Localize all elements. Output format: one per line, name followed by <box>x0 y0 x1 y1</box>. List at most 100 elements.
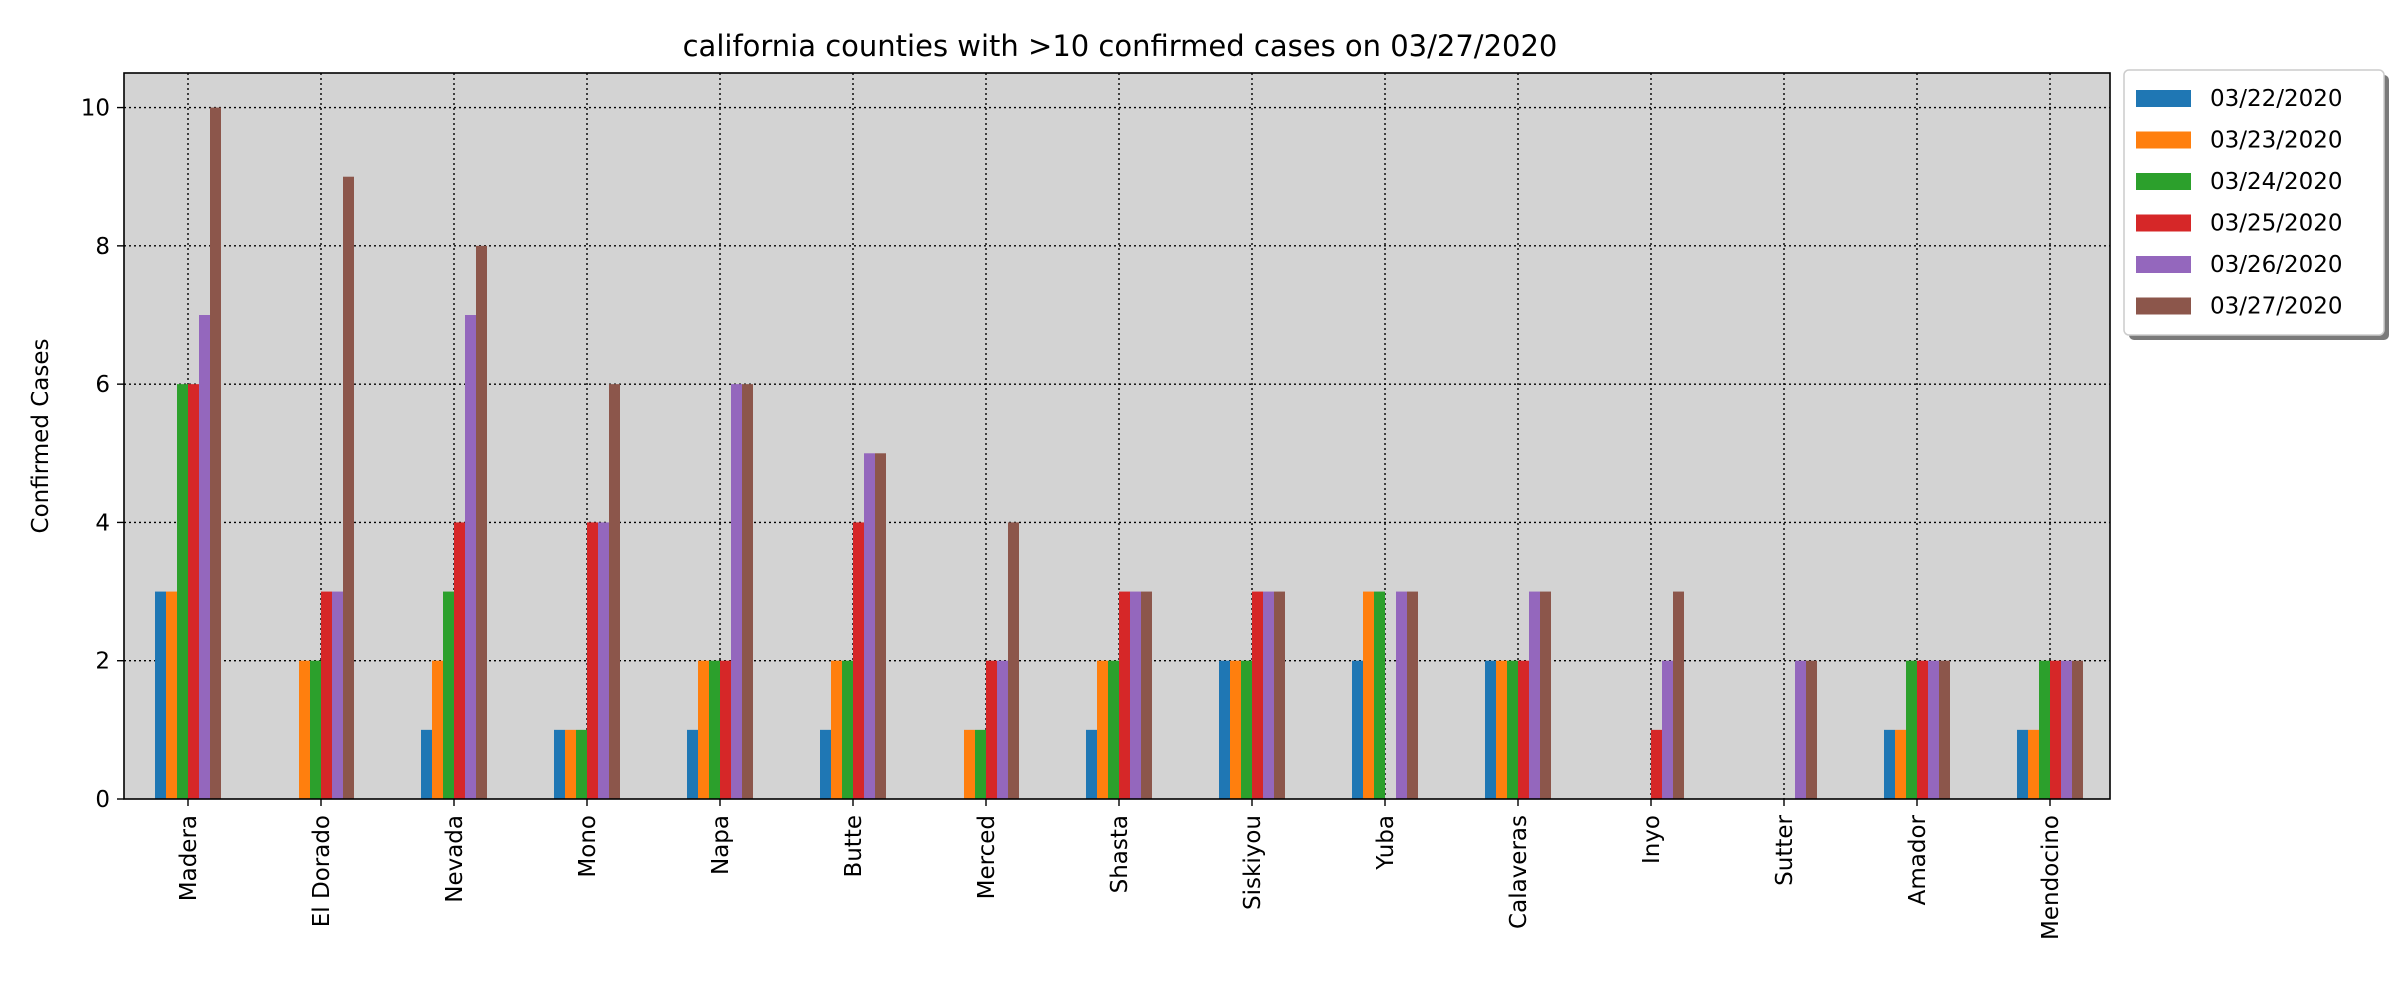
bar <box>1119 591 1130 799</box>
y-tick-label: 0 <box>95 787 110 813</box>
bar <box>554 729 565 799</box>
bar <box>343 176 354 799</box>
bar <box>1407 591 1418 799</box>
legend-swatch <box>2136 214 2191 232</box>
bar <box>332 591 343 799</box>
bar <box>609 384 620 799</box>
x-tick-label: Mendocino <box>2038 815 2064 940</box>
bar <box>687 729 698 799</box>
bar <box>188 384 199 799</box>
x-tick-label: Butte <box>841 815 867 878</box>
bar <box>1219 660 1230 799</box>
bar <box>1097 660 1108 799</box>
bar <box>1673 591 1684 799</box>
bar <box>875 453 886 799</box>
y-tick-label: 4 <box>95 510 110 536</box>
bar <box>853 522 864 799</box>
y-axis-label: Confirmed Cases <box>28 339 54 534</box>
y-tick-label: 10 <box>81 96 110 122</box>
bar <box>2072 660 2083 799</box>
bar <box>1374 591 1385 799</box>
bar <box>1086 729 1097 799</box>
legend-entry: 03/25/2020 <box>2210 211 2343 237</box>
bar <box>842 660 853 799</box>
legend-entry: 03/23/2020 <box>2210 128 2343 154</box>
x-tick-label: Siskiyou <box>1240 815 1266 910</box>
bar <box>2017 729 2028 799</box>
bar <box>1917 660 1928 799</box>
bar <box>299 660 310 799</box>
bar <box>1895 729 1906 799</box>
plot-frame <box>123 72 2111 800</box>
bar <box>465 315 476 799</box>
bar <box>1540 591 1551 799</box>
bar <box>1795 660 1806 799</box>
bar <box>199 315 210 799</box>
bar <box>709 660 720 799</box>
bar <box>576 729 587 799</box>
legend-entry: 03/24/2020 <box>2210 169 2343 195</box>
bar <box>454 522 465 799</box>
x-tick-label: Shasta <box>1107 815 1133 893</box>
x-tick-label: Napa <box>708 815 734 875</box>
bar <box>1263 591 1274 799</box>
legend-swatch <box>2136 90 2191 107</box>
bar <box>476 245 487 799</box>
legend-entry: 03/26/2020 <box>2210 252 2343 278</box>
x-tick-label: Sutter <box>1772 814 1798 885</box>
x-tick-label: El Dorado <box>309 815 335 927</box>
bar <box>1241 660 1252 799</box>
bar <box>1252 591 1263 799</box>
legend-entry: 03/27/2020 <box>2210 294 2343 320</box>
bar <box>2061 660 2072 799</box>
x-tick-label: Inyo <box>1639 815 1665 864</box>
bar <box>1651 729 1662 799</box>
bar <box>2050 660 2061 799</box>
bar <box>443 591 454 799</box>
bar <box>1884 729 1895 799</box>
bar <box>1008 522 1019 799</box>
y-tick-label: 8 <box>95 234 110 260</box>
bar <box>1130 591 1141 799</box>
bar <box>1529 591 1540 799</box>
bar <box>1507 660 1518 799</box>
bar <box>432 660 443 799</box>
bar <box>997 660 1008 799</box>
bar <box>1108 660 1119 799</box>
x-tick-label: Amador <box>1905 814 1931 905</box>
bar <box>587 522 598 799</box>
bar <box>321 591 332 799</box>
bar <box>421 729 432 799</box>
bar <box>720 660 731 799</box>
bar <box>1274 591 1285 799</box>
bar <box>742 384 753 799</box>
bar <box>1518 660 1529 799</box>
bar <box>731 384 742 799</box>
x-tick-label: Merced <box>974 815 1000 899</box>
bar <box>831 660 842 799</box>
bar <box>1928 660 1939 799</box>
bar <box>864 453 875 799</box>
x-tick-label: Madera <box>176 815 202 901</box>
legend-swatch <box>2136 173 2191 190</box>
bar <box>1396 591 1407 799</box>
bar <box>2028 729 2039 799</box>
bar <box>565 729 576 799</box>
y-tick-label: 2 <box>95 649 110 675</box>
bar <box>1485 660 1496 799</box>
bars <box>155 107 2083 800</box>
bar <box>986 660 997 799</box>
bar <box>1352 660 1363 799</box>
legend: 03/22/2020 03/23/2020 03/24/2020 03/25/2020… <box>2123 69 2389 340</box>
bar <box>698 660 709 799</box>
bar <box>1806 660 1817 799</box>
bar <box>1939 660 1950 799</box>
legend-swatch <box>2136 256 2191 273</box>
legend-swatch <box>2136 297 2191 315</box>
x-tick-label: Mono <box>575 815 601 878</box>
x-tick-label: Calaveras <box>1506 815 1532 929</box>
bar <box>820 729 831 799</box>
bar <box>975 729 986 799</box>
x-tick-label: Nevada <box>442 815 468 903</box>
